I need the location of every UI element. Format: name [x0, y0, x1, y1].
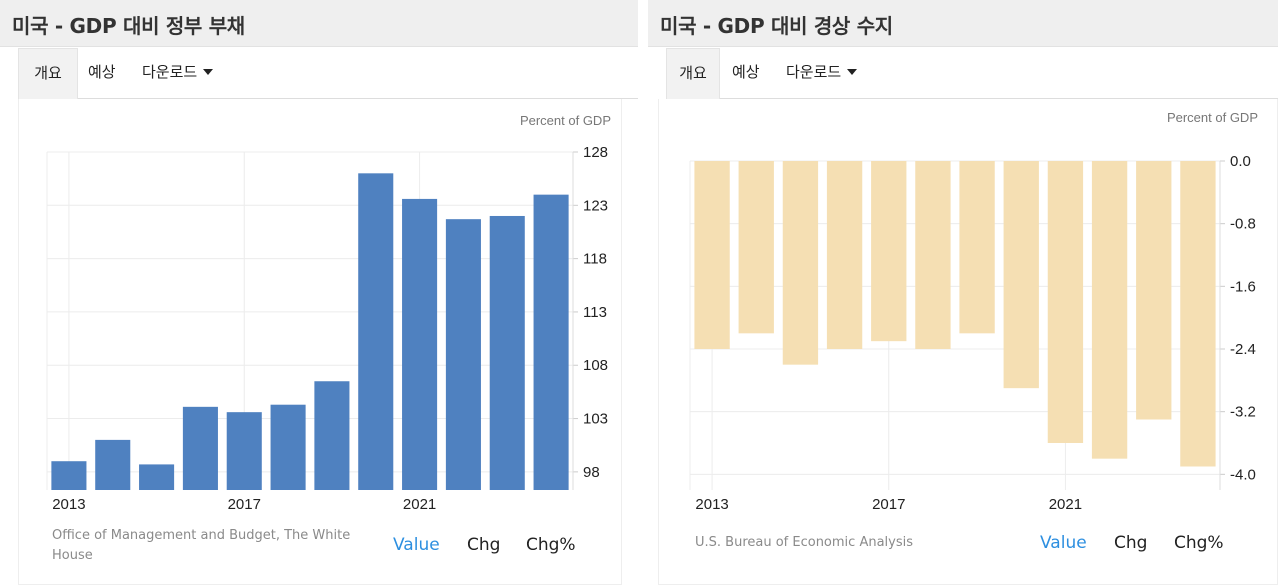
bar-2020	[1003, 161, 1039, 389]
bar-2019	[314, 381, 350, 490]
debt-chg-link[interactable]: Chg	[467, 535, 501, 555]
debt-value-link[interactable]: Value	[393, 535, 440, 555]
ca-title-bar: 미국 - GDP 대비 경상 수지	[648, 0, 1278, 47]
debt-tab-overview[interactable]: 개요	[18, 48, 78, 99]
debt-tab-download-label: 다운로드	[142, 63, 198, 81]
unit-label: Percent of GDP	[520, 113, 611, 128]
bar-2015	[782, 161, 819, 365]
ca-tab-download-label: 다운로드	[786, 63, 842, 81]
ca-tab-bar: 개요 예상 다운로드	[666, 48, 1278, 99]
bar-2013	[51, 461, 87, 490]
x-tick-label: 2017	[872, 496, 905, 513]
bar-2024	[1180, 161, 1216, 467]
bar-2020	[358, 173, 394, 490]
y-tick-label: 108	[583, 357, 608, 374]
bar-2017	[871, 161, 907, 342]
bar-2013	[694, 161, 730, 349]
ca-source: U.S. Bureau of Economic Analysis	[695, 535, 914, 550]
y-tick-label: 118	[583, 251, 607, 268]
y-tick-label: -1.6	[1230, 278, 1256, 295]
debt-source: Office of Management and Budget, The Whi…	[52, 528, 351, 563]
bar-2022	[1091, 161, 1128, 459]
debt-panel: 미국 - GDP 대비 정부 부채 개요 예상 다운로드 Percent of …	[0, 0, 638, 585]
ca-panel-title: 미국 - GDP 대비 경상 수지	[660, 14, 893, 38]
debt-title-bar: 미국 - GDP 대비 정부 부채	[0, 0, 638, 47]
y-tick-label: 103	[583, 411, 608, 428]
ca-tab-download[interactable]: 다운로드	[786, 48, 858, 98]
y-tick-label: 0.0	[1230, 153, 1251, 170]
y-tick-label: -3.2	[1230, 404, 1256, 421]
y-tick-label: 98	[583, 464, 600, 481]
x-tick-label: 2021	[403, 496, 436, 513]
chevron-down-icon	[847, 68, 858, 75]
bar-2016	[826, 161, 863, 349]
ca-value-link[interactable]: Value	[1040, 533, 1087, 553]
debt-chart-frame	[18, 99, 622, 585]
bar-2022	[445, 219, 481, 490]
bar-2023	[489, 215, 525, 490]
debt-tab-download[interactable]: 다운로드	[142, 48, 214, 98]
y-tick-label: 113	[583, 304, 607, 321]
debt-chart: Percent of GDP 98 103 108 113 118 123 128 2013 20…	[46, 113, 611, 513]
bar-2018	[270, 404, 306, 490]
y-tick-label: -4.0	[1230, 466, 1256, 483]
debt-panel-title: 미국 - GDP 대비 정부 부채	[12, 14, 245, 38]
chevron-down-icon	[203, 68, 214, 75]
bar-2018	[915, 161, 951, 349]
bar-2024	[533, 194, 569, 490]
ca-tab-forecast[interactable]: 예상	[732, 63, 760, 81]
x-tick-label: 2013	[695, 496, 728, 513]
ca-chart: Percent of GDP 0.0 -0.8 -1.6 -2.4 -3.2 -4.0 201…	[689, 110, 1258, 513]
debt-tab-forecast[interactable]: 예상	[88, 63, 116, 81]
y-tick-label: -0.8	[1230, 216, 1256, 233]
debt-chgpct-link[interactable]: Chg%	[526, 535, 576, 555]
y-tick-label: 128	[583, 144, 608, 161]
y-tick-label: 123	[583, 197, 608, 214]
x-tick-label: 2021	[1049, 496, 1082, 513]
x-tick-label: 2013	[52, 496, 85, 513]
bar-2019	[959, 161, 995, 334]
unit-label: Percent of GDP	[1167, 110, 1258, 125]
ca-chart-frame	[658, 99, 1278, 585]
bar-2015	[139, 464, 175, 490]
bar-2014	[738, 161, 774, 334]
bar-2023	[1136, 161, 1172, 420]
bar-2014	[95, 439, 131, 490]
bar-2021	[402, 198, 438, 490]
ca-tab-overview[interactable]: 개요	[666, 48, 720, 99]
debt-tab-bar: 개요 예상 다운로드	[18, 48, 638, 99]
bar-2021	[1047, 161, 1084, 443]
ca-chg-link[interactable]: Chg	[1114, 533, 1148, 553]
ca-chgpct-link[interactable]: Chg%	[1174, 533, 1224, 553]
bar-2017	[226, 412, 262, 490]
y-tick-label: -2.4	[1230, 341, 1256, 358]
x-tick-label: 2017	[228, 496, 261, 513]
bar-2016	[182, 406, 218, 490]
current-account-panel: 미국 - GDP 대비 경상 수지 개요 예상 다운로드 Percent of …	[648, 0, 1280, 587]
